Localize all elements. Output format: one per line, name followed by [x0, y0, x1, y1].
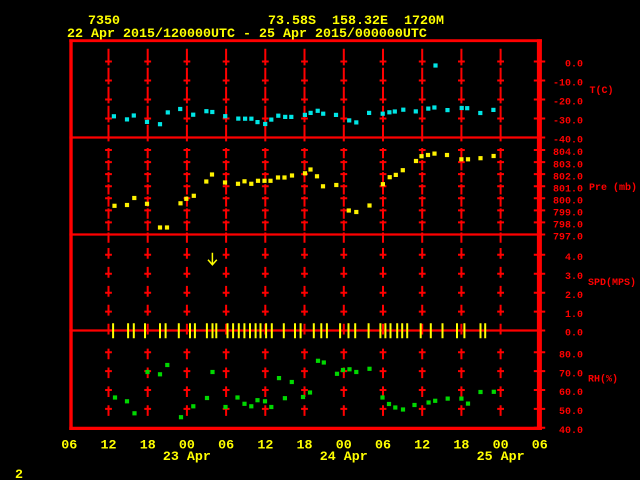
svg-text:23 Apr: 23 Apr: [163, 450, 211, 465]
svg-text:70.0: 70.0: [559, 369, 583, 380]
svg-text:SPD(MPS): SPD(MPS): [588, 277, 636, 289]
svg-text:24 Apr: 24 Apr: [320, 450, 368, 465]
svg-text:00: 00: [179, 439, 195, 454]
svg-text:-20.0: -20.0: [553, 98, 583, 109]
svg-text:T(C): T(C): [590, 85, 614, 97]
svg-text:12: 12: [101, 439, 117, 454]
svg-text:18: 18: [140, 439, 156, 454]
svg-text:18: 18: [297, 439, 313, 454]
svg-text:0.0: 0.0: [565, 329, 583, 340]
svg-text:2.0: 2.0: [565, 291, 583, 302]
svg-text:06: 06: [375, 439, 391, 454]
svg-text:-40.0: -40.0: [553, 136, 583, 147]
svg-text:60.0: 60.0: [559, 388, 583, 399]
svg-text:804.0: 804.0: [553, 148, 583, 159]
svg-text:798.0: 798.0: [553, 221, 583, 232]
svg-text:2: 2: [15, 468, 23, 480]
svg-text:12: 12: [414, 439, 430, 454]
svg-text:-30.0: -30.0: [553, 117, 583, 128]
svg-text:800.0: 800.0: [553, 196, 583, 207]
svg-text:80.0: 80.0: [559, 350, 583, 361]
svg-text:-10.0: -10.0: [553, 79, 583, 90]
svg-text:801.0: 801.0: [553, 184, 583, 195]
svg-text:797.0: 797.0: [553, 233, 583, 244]
svg-text:12: 12: [257, 439, 273, 454]
svg-text:0.0: 0.0: [565, 60, 583, 71]
svg-text:06: 06: [532, 439, 548, 454]
svg-text:18: 18: [453, 439, 469, 454]
svg-text:50.0: 50.0: [559, 407, 583, 418]
svg-text:4.0: 4.0: [565, 253, 583, 264]
svg-text:40.0: 40.0: [559, 426, 583, 437]
svg-text:06: 06: [61, 439, 77, 454]
svg-text:799.0: 799.0: [553, 209, 583, 220]
svg-text:22 Apr 2015/120000UTC - 25 Apr: 22 Apr 2015/120000UTC - 25 Apr 2015/0000…: [67, 27, 427, 42]
svg-text:7350: 7350: [88, 14, 120, 29]
svg-text:Pre (mb): Pre (mb): [589, 182, 637, 194]
svg-text:RH(%): RH(%): [588, 374, 618, 386]
svg-text:06: 06: [218, 439, 234, 454]
svg-text:803.0: 803.0: [553, 160, 583, 171]
svg-text:25 Apr: 25 Apr: [477, 450, 525, 465]
svg-text:3.0: 3.0: [565, 272, 583, 283]
svg-text:1.0: 1.0: [565, 310, 583, 321]
svg-text:802.0: 802.0: [553, 172, 583, 183]
svg-text:00: 00: [336, 439, 352, 454]
svg-text:73.58S 158.32E 1720M: 73.58S 158.32E 1720M: [268, 14, 444, 29]
svg-text:00: 00: [493, 439, 509, 454]
